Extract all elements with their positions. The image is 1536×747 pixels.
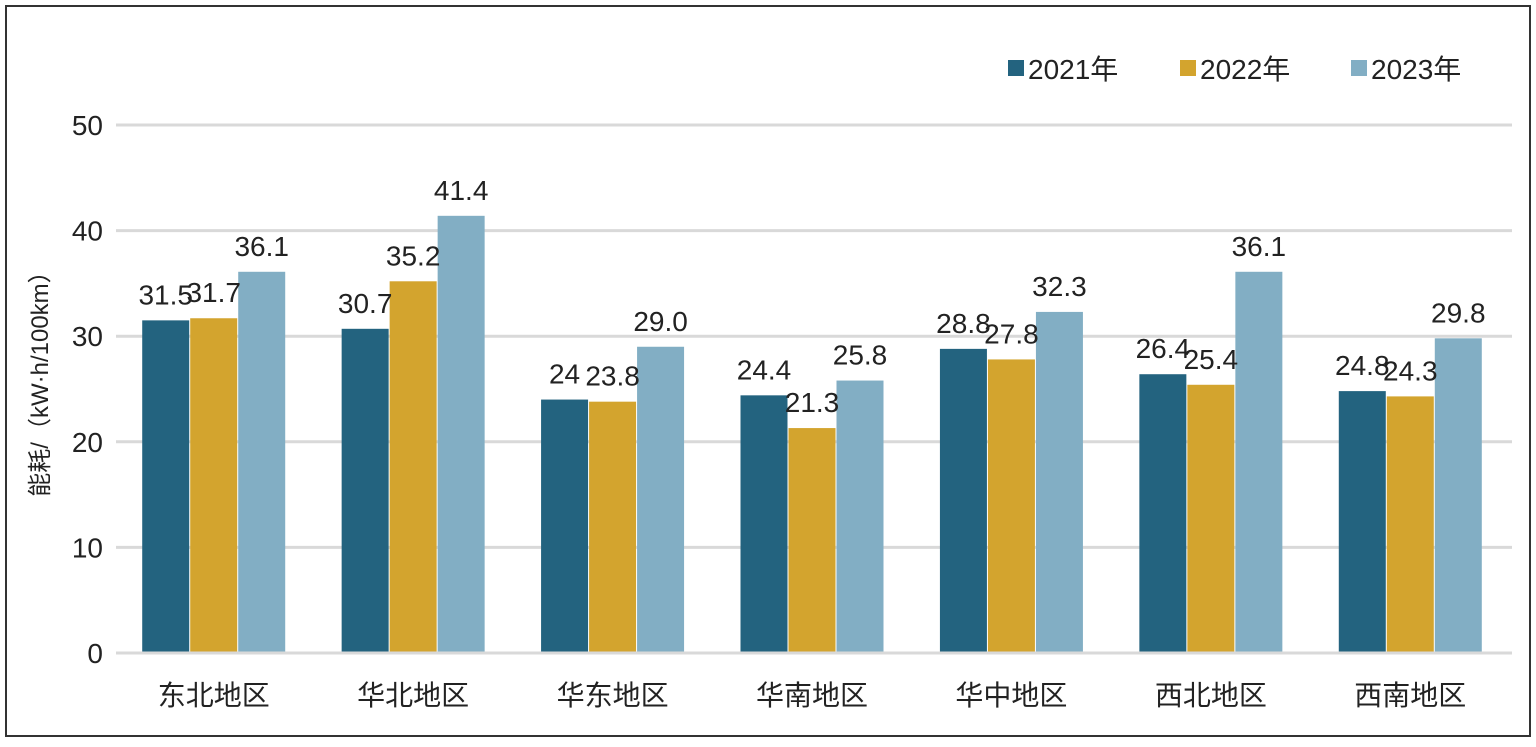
bar-1-2	[341, 328, 389, 653]
x-category-label: 华北地区	[357, 680, 469, 711]
bars	[116, 215, 1512, 655]
legend-label: 2021年	[1028, 54, 1118, 85]
bar-1-4	[740, 395, 788, 653]
y-axis-ticks: 0 10 20 30 40 50	[72, 110, 103, 669]
data-labels: 31.531.7 36.1 30.7 35.2 41.4 24 23.8 29.0 24.421…	[138, 175, 1485, 418]
y-tick-label: 0	[87, 638, 103, 669]
bar-2-6	[1187, 384, 1235, 653]
bar-1-5	[939, 348, 987, 653]
bar-1-3	[541, 399, 589, 653]
bar-3-1	[238, 271, 286, 653]
bar-1-1	[142, 320, 190, 653]
y-tick-label: 20	[72, 427, 103, 458]
x-category-label: 华东地区	[557, 680, 669, 711]
data-label: 36.1	[1232, 231, 1287, 262]
legend: 2021年 2022年 2023年	[1008, 54, 1461, 85]
data-label: 26.4	[1136, 333, 1191, 364]
legend-label: 2023年	[1371, 54, 1461, 85]
bar-2-1	[190, 318, 238, 653]
x-category-label: 东北地区	[158, 680, 270, 711]
bar-3-4	[836, 380, 884, 653]
bar-3-3	[637, 346, 685, 653]
y-axis-title: 能耗/（kW·h/100km）	[27, 259, 54, 496]
data-label: 29.0	[633, 306, 688, 337]
data-label: 28.8	[936, 308, 991, 339]
bar-2-7	[1386, 396, 1434, 653]
x-category-label: 西南地区	[1354, 680, 1466, 711]
legend-swatch	[1008, 60, 1024, 76]
legend-label: 2022年	[1200, 54, 1290, 85]
bar-2-3	[589, 401, 637, 653]
data-label: 31.5	[138, 279, 193, 310]
legend-swatch	[1180, 60, 1196, 76]
y-tick-label: 40	[72, 216, 103, 247]
bar-2-5	[987, 359, 1035, 653]
bar-1-6	[1139, 374, 1187, 653]
x-category-label: 西北地区	[1155, 680, 1267, 711]
data-label: 31.7	[186, 277, 241, 308]
x-category-label: 华南地区	[756, 680, 868, 711]
data-label: 25.4	[1184, 344, 1239, 375]
data-label: 29.8	[1431, 297, 1486, 328]
data-label: 41.4	[434, 175, 489, 206]
bar-2-2	[389, 281, 437, 653]
data-label: 21.3	[785, 387, 840, 418]
data-label: 27.8	[984, 318, 1039, 349]
legend-item: 2023年	[1351, 54, 1461, 85]
data-label: 36.1	[234, 231, 289, 262]
x-axis-categories: 东北地区 华北地区 华东地区 华南地区 华中地区 西北地区 西南地区	[158, 680, 1467, 711]
bar-3-6	[1235, 271, 1283, 653]
x-category-label: 华中地区	[955, 680, 1067, 711]
bar-1-7	[1338, 391, 1386, 653]
data-label: 32.3	[1032, 271, 1087, 302]
data-label: 24.3	[1383, 355, 1438, 386]
data-label: 25.8	[833, 340, 888, 371]
y-tick-label: 50	[72, 110, 103, 141]
legend-item: 2021年	[1008, 54, 1118, 85]
bar-3-2	[437, 215, 485, 654]
bar-2-4	[788, 428, 836, 653]
data-label: 35.2	[386, 240, 441, 271]
legend-item: 2022年	[1180, 54, 1290, 85]
data-label: 24.8	[1335, 350, 1390, 381]
y-tick-label: 30	[72, 321, 103, 352]
data-label: 23.8	[585, 361, 640, 392]
data-label: 24.4	[737, 354, 792, 385]
data-label: 24	[549, 359, 580, 390]
bar-3-5	[1035, 311, 1083, 653]
data-label: 30.7	[338, 288, 393, 319]
bar-3-7	[1434, 338, 1482, 653]
y-tick-label: 10	[72, 532, 103, 563]
legend-swatch	[1351, 60, 1367, 76]
